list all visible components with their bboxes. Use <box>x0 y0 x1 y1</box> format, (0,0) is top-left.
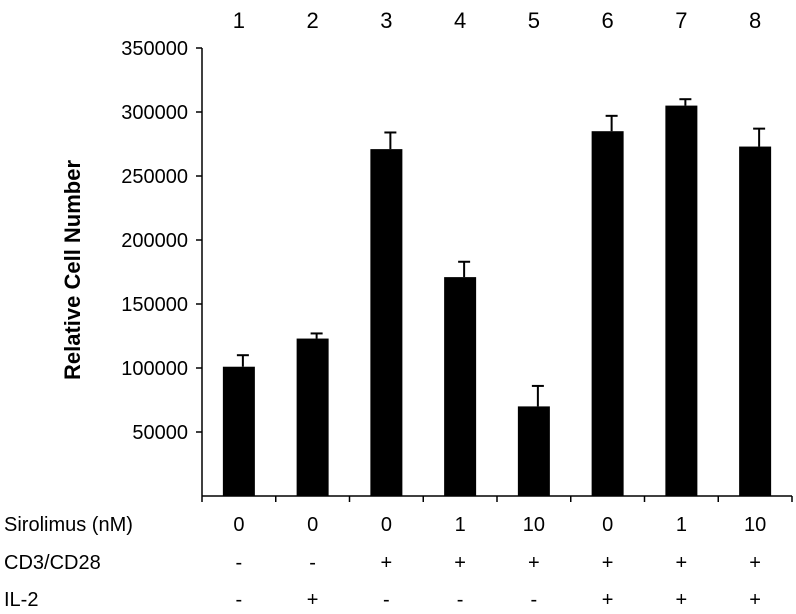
condition-value: 0 <box>307 514 318 536</box>
condition-value: + <box>676 552 688 574</box>
condition-label: IL-2 <box>4 589 38 611</box>
condition-value: + <box>749 589 761 611</box>
bar <box>222 366 255 496</box>
condition-value: - <box>531 589 538 611</box>
y-axis: 50000 100000 150000 200000 250000 300000 35000… <box>121 38 203 496</box>
bar <box>517 406 550 496</box>
condition-value: - <box>236 589 243 611</box>
lane-number: 8 <box>749 8 761 33</box>
lane-number: 7 <box>675 8 687 33</box>
condition-value: + <box>381 552 393 574</box>
y-tick-label: 150000 <box>121 294 188 316</box>
condition-label: CD3/CD28 <box>4 552 101 574</box>
condition-value: + <box>602 552 614 574</box>
condition-value: + <box>528 552 540 574</box>
condition-value: - <box>236 552 243 574</box>
condition-value: + <box>749 552 761 574</box>
condition-value: + <box>454 552 466 574</box>
condition-value: - <box>457 589 464 611</box>
lane-number: 2 <box>307 8 319 33</box>
condition-value: 1 <box>676 514 687 536</box>
x-axis <box>201 495 793 502</box>
condition-value: - <box>309 552 316 574</box>
condition-value: 1 <box>455 514 466 536</box>
y-tick-label: 50000 <box>132 422 188 444</box>
y-tick-label: 200000 <box>121 230 188 252</box>
bar <box>296 338 329 496</box>
condition-value: + <box>602 589 614 611</box>
condition-label: Sirolimus (nM) <box>4 514 133 536</box>
condition-value: 0 <box>602 514 613 536</box>
lane-number: 1 <box>233 8 245 33</box>
y-axis-label: Relative Cell Number <box>60 160 85 381</box>
condition-value: - <box>383 589 390 611</box>
bars <box>222 105 772 496</box>
condition-value: 10 <box>523 514 545 536</box>
y-tick-label: 250000 <box>121 166 188 188</box>
condition-value: 10 <box>744 514 766 536</box>
lane-number: 6 <box>602 8 614 33</box>
lane-number: 5 <box>528 8 540 33</box>
y-tick-label: 350000 <box>121 38 188 60</box>
lane-number: 3 <box>380 8 392 33</box>
conditions-table: Sirolimus (nM) 0 0 0 1 10 0 1 10 CD3/CD28 - - + + + + + +… <box>4 514 766 611</box>
bar <box>665 105 698 496</box>
y-tick-label: 300000 <box>121 102 188 124</box>
bar <box>591 131 624 496</box>
error-bars <box>236 98 766 407</box>
y-tick-label: 100000 <box>121 358 188 380</box>
condition-value: + <box>676 589 688 611</box>
lane-number: 4 <box>454 8 466 33</box>
bar <box>739 146 772 496</box>
condition-value: 0 <box>233 514 244 536</box>
bar <box>370 149 403 496</box>
condition-value: 0 <box>381 514 392 536</box>
condition-value: + <box>307 589 319 611</box>
lane-numbers: 1 2 3 4 5 6 7 8 <box>233 8 762 33</box>
bar <box>444 277 477 496</box>
